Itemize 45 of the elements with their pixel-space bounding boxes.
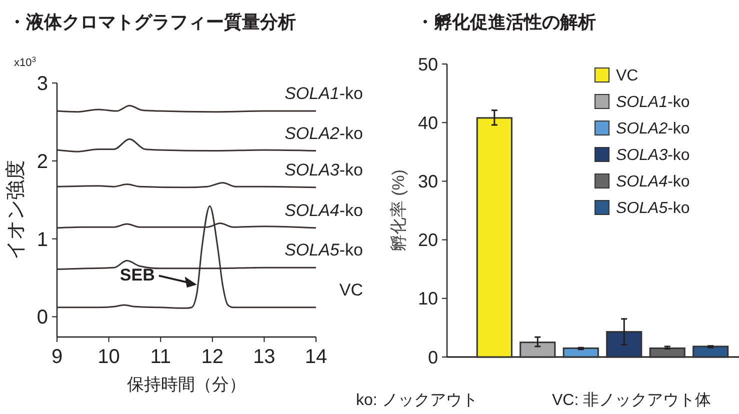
legend-label: SOLA4-ko [616,174,690,191]
bar [649,347,686,358]
legend-label: VC [616,68,638,85]
line-series [56,104,317,113]
y-tick-label: 3 [36,73,48,95]
y-tick-label: 50 [418,54,438,74]
series-label: SOLA3-ko [284,160,363,180]
legend-label: SOLA5-ko [616,200,690,218]
series-label: SOLA2-ko [284,124,363,143]
x-tick-label: 13 [253,346,276,368]
text: x10$^{3}$ [14,54,36,69]
bar [476,117,512,358]
x-tick-label: 11 [150,346,171,368]
legend-label: SOLA1-ko [616,94,690,112]
y-axis-title: イオン強度 [5,160,27,260]
y-tick-label: 40 [418,112,438,133]
series-label: SOLA1-ko [284,84,363,104]
y-tick-label: 30 [418,172,438,192]
x-tick-label: 10 [98,346,120,368]
series-label: SOLA5-ko [284,240,363,260]
line-series [56,138,317,152]
bar [520,342,556,358]
x-tick-label: 12 [201,346,224,368]
series-label: VC [339,280,363,300]
legend-label: SOLA3-ko [616,147,690,164]
text: ko: ノックアウト [356,392,478,409]
x-axis-title: 保持時間（分） [127,375,246,394]
annotation: SEB [120,266,155,285]
x-tick-label: 14 [304,346,328,368]
bar [562,347,599,358]
y-tick-label: 0 [428,347,438,368]
text: VC: 非ノックアウト体 [552,391,712,409]
series-label: SOLA4-ko [284,200,363,220]
bar [692,346,729,358]
y-tick-label: 2 [36,150,48,173]
y-tick-label: 20 [418,230,438,250]
y-tick-label: 10 [418,288,438,309]
y-axis-title: 孵化率 (%) [389,169,408,252]
chart-title: ・液体クロマトグラフィー質量分析 [8,12,296,32]
y-tick-label: 0 [36,306,48,329]
chart-title: ・孵化促進活性の解析 [416,12,596,32]
bar [606,331,642,358]
x-tick-label: 9 [51,346,63,368]
legend-label: SOLA2-ko [616,120,690,138]
y-tick-label: 1 [36,228,48,251]
